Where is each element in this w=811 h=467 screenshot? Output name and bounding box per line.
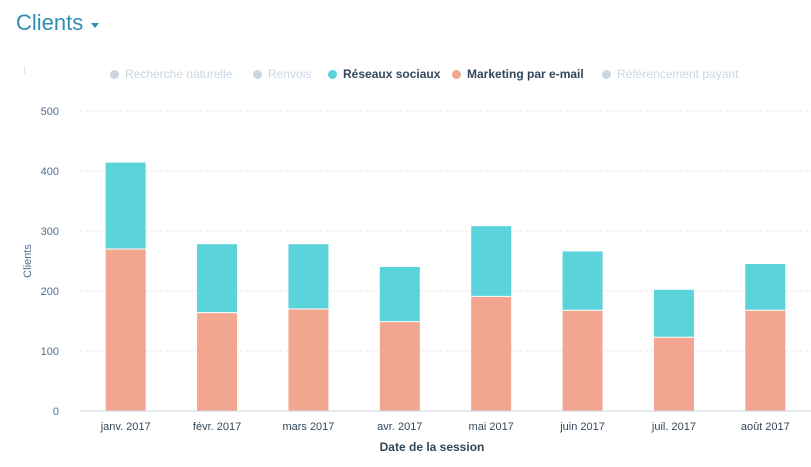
grid-lines (80, 110, 811, 352)
y-axis-ticks: 0 100 200 300 400 500 (41, 106, 59, 418)
legend-dot-icon (602, 69, 611, 79)
x-tick-label: févr. 2017 (193, 421, 241, 433)
legend-item-marketing-email[interactable]: Marketing par e-mail (452, 67, 584, 81)
legend-label: Recherche naturelle (125, 67, 233, 81)
x-tick-label: mars 2017 (282, 421, 334, 433)
bar-segment (471, 226, 512, 297)
legend-label: Renvois (268, 67, 312, 81)
bar-segment (288, 244, 329, 309)
legend-item-referencement-payant[interactable]: Référencement payant (602, 67, 738, 81)
legend-dot-icon (452, 69, 461, 79)
bar-segment (105, 162, 146, 249)
report-header: Clients (16, 10, 100, 36)
bar-segment (379, 321, 420, 411)
bar-segment (745, 264, 786, 311)
chart-legend: Recherche naturelle Renvois Réseaux soci… (0, 67, 811, 85)
bar-segment (745, 310, 786, 411)
bar-segment (471, 296, 512, 411)
x-tick-label: août 2017 (741, 421, 790, 433)
report-title[interactable]: Clients (16, 10, 84, 35)
bar-segment (653, 337, 694, 411)
legend-label: Réseaux sociaux (343, 67, 441, 81)
bar-segment (197, 244, 238, 313)
legend-item-reseaux-sociaux[interactable]: Réseaux sociaux (328, 67, 440, 81)
legend-dot-icon (110, 69, 119, 79)
legend-label: Référencement payant (617, 67, 739, 81)
y-tick-label: 300 (41, 226, 59, 238)
y-tick-label: 0 (53, 406, 59, 418)
bar-segment (197, 312, 238, 411)
legend-item-recherche-naturelle[interactable]: Recherche naturelle (110, 67, 232, 81)
bar-segment (562, 310, 603, 411)
y-tick-label: 100 (41, 346, 59, 358)
divider (24, 66, 25, 74)
legend-dot-icon (328, 69, 337, 79)
x-tick-label: janv. 2017 (100, 421, 151, 433)
y-tick-label: 200 (41, 286, 59, 298)
legend-item-renvois[interactable]: Renvois (253, 67, 311, 81)
x-tick-label: mai 2017 (469, 421, 514, 433)
y-tick-label: 400 (41, 166, 59, 178)
bars (105, 162, 786, 411)
x-tick-label: avr. 2017 (377, 421, 422, 433)
bar-segment (288, 309, 329, 411)
caret-down-icon[interactable] (91, 22, 100, 28)
x-axis-ticks: janv. 2017 févr. 2017 mars 2017 avr. 2017 ma… (100, 421, 790, 433)
legend-dot-icon (253, 69, 262, 79)
bar-segment (379, 267, 420, 322)
x-tick-label: juil. 2017 (651, 421, 696, 433)
x-axis-label: Date de la session (380, 440, 485, 454)
bar-segment (562, 251, 603, 311)
y-tick-label: 500 (41, 106, 59, 118)
y-axis-label: Clients (22, 244, 34, 278)
x-tick-label: juin 2017 (559, 421, 605, 433)
bar-segment (653, 289, 694, 338)
legend-label: Marketing par e-mail (467, 67, 584, 81)
bar-segment (105, 249, 146, 411)
